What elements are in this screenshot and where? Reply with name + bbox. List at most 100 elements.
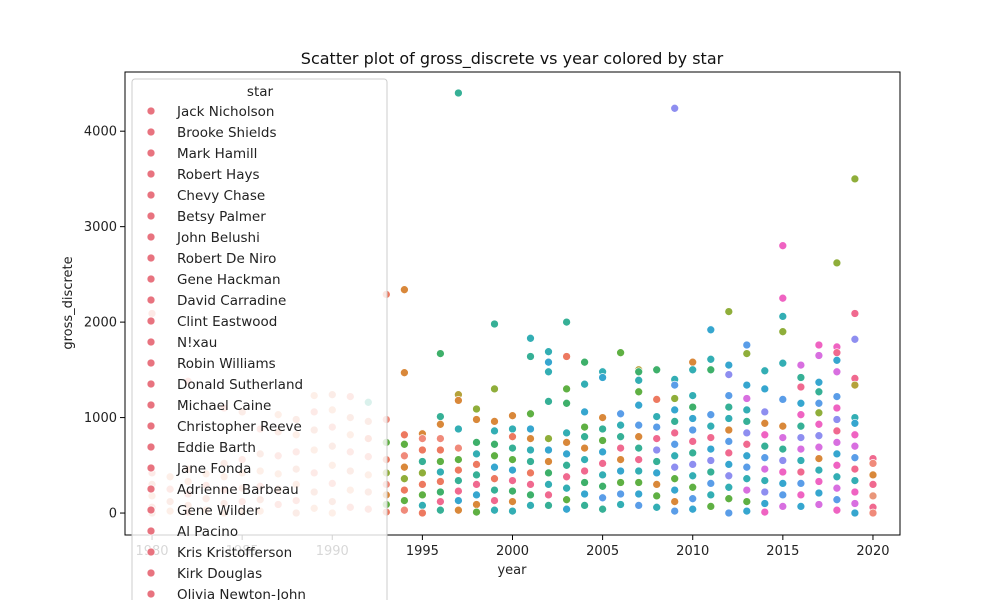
scatter-point	[526, 424, 535, 434]
scatter-point	[814, 454, 824, 463]
scatter-point	[850, 508, 860, 518]
scatter-point	[436, 412, 445, 421]
scatter-point	[454, 443, 463, 453]
scatter-point	[544, 367, 553, 377]
scatter-point	[634, 478, 644, 487]
scatter-point	[436, 349, 445, 358]
x-tick-label: 2005	[586, 544, 619, 559]
legend-marker	[146, 232, 156, 242]
scatter-point	[652, 365, 662, 375]
scatter-point	[778, 241, 788, 251]
legend-entry: Betsy Palmer	[177, 209, 266, 225]
scatter-point	[760, 418, 770, 428]
scatter-point	[490, 319, 499, 329]
scatter-point	[832, 472, 842, 482]
x-tick-label: 2000	[496, 544, 529, 559]
scatter-point	[778, 444, 788, 454]
scatter-point	[814, 431, 824, 441]
scatter-point	[634, 367, 644, 377]
scatter-point	[832, 426, 842, 436]
legend-entry: Clint Eastwood	[177, 314, 277, 330]
scatter-point	[832, 403, 842, 413]
legend-marker	[146, 589, 156, 599]
scatter-point	[616, 500, 625, 509]
scatter-point	[508, 486, 517, 496]
scatter-point	[832, 415, 842, 424]
x-tick-label: 2015	[766, 544, 799, 559]
scatter-point	[742, 485, 752, 495]
scatter-point	[796, 410, 806, 420]
scatter-point	[742, 340, 752, 350]
legend-entry: Gene Wilder	[177, 503, 260, 519]
scatter-point	[832, 367, 842, 377]
scatter-point	[850, 464, 860, 474]
scatter-point	[562, 384, 571, 394]
scatter-point	[562, 460, 571, 470]
scatter-point	[454, 465, 463, 475]
scatter-point	[508, 497, 517, 506]
scatter-point	[400, 439, 409, 449]
scatter-point	[634, 387, 644, 397]
scatter-point	[778, 490, 788, 500]
scatter-point	[598, 373, 607, 382]
scatter-point	[418, 508, 427, 518]
scatter-point	[724, 402, 734, 412]
legend-marker	[146, 526, 156, 536]
legend-entry: Kris Kristofferson	[177, 545, 292, 561]
scatter-point	[670, 103, 680, 113]
scatter-point	[598, 413, 607, 422]
scatter-point	[688, 391, 698, 400]
scatter-point	[688, 437, 698, 446]
scatter-point	[796, 502, 806, 511]
scatter-point	[706, 479, 716, 488]
legend-entry: Robert Hays	[177, 167, 260, 183]
legend-entry: David Carradine	[177, 293, 286, 309]
scatter-point	[742, 380, 752, 390]
scatter-point	[778, 358, 788, 368]
scatter-point	[436, 419, 445, 429]
legend-marker	[146, 127, 156, 137]
scatter-point	[706, 433, 716, 442]
scatter-point	[436, 497, 445, 506]
scatter-point	[796, 479, 806, 488]
scatter-point	[778, 502, 788, 511]
scatter-point	[508, 476, 517, 485]
scatter-point	[562, 317, 571, 327]
legend-entry: Kirk Douglas	[177, 566, 262, 582]
y-axis-title: gross_discrete	[61, 256, 76, 349]
scatter-point	[724, 448, 734, 458]
scatter-point	[508, 465, 517, 475]
y-tick-label: 3000	[84, 220, 117, 235]
scatter-point	[724, 414, 734, 423]
scatter-point	[508, 455, 517, 464]
scatter-point	[832, 495, 842, 505]
scatter-point	[688, 494, 698, 504]
scatter-point	[850, 309, 860, 318]
scatter-point	[436, 457, 445, 466]
scatter-point	[850, 380, 860, 390]
scatter-point	[634, 432, 644, 442]
scatter-point	[742, 439, 752, 449]
scatter-point	[634, 455, 644, 464]
scatter-point	[526, 445, 535, 455]
scatter-point	[544, 480, 553, 489]
legend-entry: Christopher Reeve	[177, 419, 302, 435]
scatter-point	[814, 408, 824, 418]
scatter-point	[562, 352, 571, 361]
scatter-point	[490, 485, 499, 495]
scatter-point	[778, 312, 788, 321]
scatter-point	[526, 501, 535, 510]
scatter-point	[706, 456, 716, 465]
y-tick-label: 0	[109, 507, 117, 522]
scatter-point	[832, 438, 842, 447]
y-tick-label: 2000	[84, 316, 117, 331]
scatter-point	[688, 504, 698, 514]
scatter-point	[400, 285, 409, 295]
scatter-point	[400, 368, 409, 378]
scatter-point	[706, 421, 716, 431]
scatter-point	[616, 348, 625, 358]
scatter-point	[418, 434, 427, 443]
scatter-point	[760, 476, 770, 485]
scatter-point	[742, 349, 752, 358]
scatter-point	[526, 468, 535, 478]
